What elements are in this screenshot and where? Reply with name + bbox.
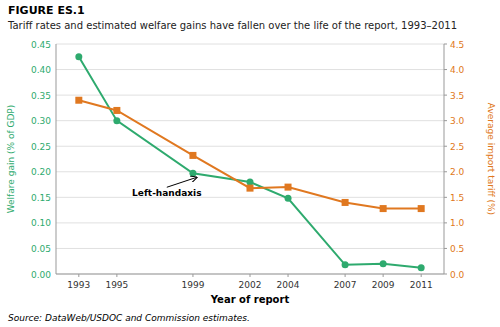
point xyxy=(247,185,254,192)
series-line xyxy=(79,57,421,268)
y-tick-label: 0.40 xyxy=(31,65,51,75)
point xyxy=(380,260,387,267)
background xyxy=(0,0,500,327)
grid-line xyxy=(56,171,444,172)
x-tick-label: 2009 xyxy=(372,280,395,290)
plot-area xyxy=(75,53,424,271)
grid-line xyxy=(56,274,444,275)
x-tick-label: 2004 xyxy=(277,280,300,290)
y-axis-line xyxy=(56,44,57,274)
x-tick-label: 2007 xyxy=(334,280,357,290)
y2-tick-label: 0.5 xyxy=(450,244,464,254)
y-tick-label: 0.35 xyxy=(31,91,51,101)
y-tick-label: 0.30 xyxy=(31,116,51,126)
subtitle: Tariff rates and estimated welfare gains… xyxy=(7,20,457,31)
grid-line xyxy=(56,197,444,198)
x-tick-label: 1993 xyxy=(67,280,90,290)
y2-tick-label: 1.0 xyxy=(450,218,465,228)
point xyxy=(418,205,425,212)
y2-tick-label: 3.5 xyxy=(450,91,464,101)
chart: FIGURE ES.1 Tariff rates and estimated we… xyxy=(0,0,500,327)
point xyxy=(285,195,292,202)
point xyxy=(247,179,254,186)
grid-line xyxy=(56,248,444,249)
point xyxy=(75,53,82,60)
y-tick-label: 0.25 xyxy=(31,142,51,152)
point xyxy=(189,152,196,159)
y2-axis-line xyxy=(444,44,445,274)
point xyxy=(113,117,120,124)
x-tick-label: 2002 xyxy=(239,280,262,290)
point xyxy=(285,184,292,191)
point xyxy=(189,170,196,177)
point xyxy=(342,261,349,268)
series-line xyxy=(79,100,421,208)
y-tick-label: 0.15 xyxy=(31,193,51,203)
x-axis-line xyxy=(56,274,444,275)
y-tick-label: 0.00 xyxy=(31,270,51,280)
point xyxy=(342,199,349,206)
y2-tick-label: 4.0 xyxy=(450,65,465,75)
point xyxy=(418,264,425,271)
point xyxy=(113,107,120,114)
point xyxy=(380,205,387,212)
y-tick-label: 0.05 xyxy=(31,244,51,254)
y2-axis-label: Average import tariff (%) xyxy=(486,103,496,215)
y-axis-label: Welfare gain (% of GDP) xyxy=(6,105,16,214)
grid-line xyxy=(56,69,444,70)
y2-tick-label: 3.0 xyxy=(450,116,465,126)
annotation: Left-handaxis xyxy=(132,188,201,198)
y2-tick-label: 1.5 xyxy=(450,193,464,203)
grid-line xyxy=(56,95,444,96)
x-axis-label: Year of report xyxy=(210,294,290,305)
y-tick-label: 0.20 xyxy=(31,167,51,177)
grid-line xyxy=(56,44,444,45)
y2-tick-label: 4.5 xyxy=(450,40,464,50)
y2-tick-label: 0.0 xyxy=(450,270,465,280)
y2-tick-label: 2.0 xyxy=(450,167,465,177)
grid-line xyxy=(56,222,444,223)
x-tick-label: 1999 xyxy=(181,280,204,290)
title: FIGURE ES.1 xyxy=(8,4,85,17)
annotation-arrow xyxy=(167,177,197,187)
y2-tick-label: 2.5 xyxy=(450,142,464,152)
source: Source: DataWeb/USDOC and Commission est… xyxy=(8,313,250,323)
x-tick-label: 2011 xyxy=(410,280,433,290)
grid-line xyxy=(56,146,444,147)
y-tick-label: 0.45 xyxy=(31,40,51,50)
y-tick-label: 0.10 xyxy=(31,218,51,228)
point xyxy=(75,97,82,104)
x-tick-label: 1995 xyxy=(105,280,128,290)
